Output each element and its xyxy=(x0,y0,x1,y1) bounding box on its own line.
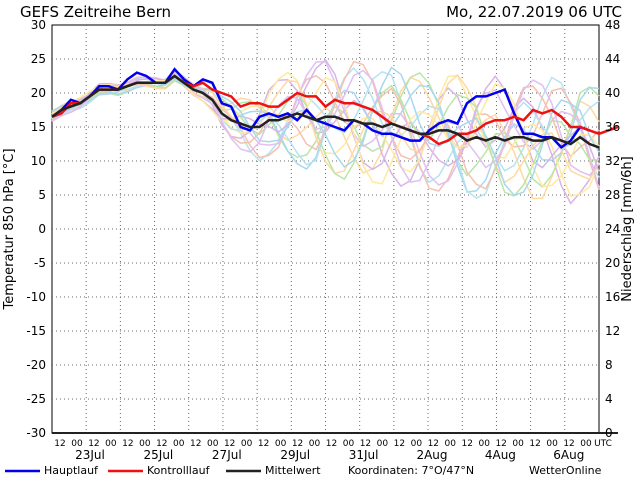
x-hour-label: 12 xyxy=(563,439,574,449)
y-tick-label: 10 xyxy=(31,154,46,168)
y-tick-label: -30 xyxy=(26,426,46,440)
y-tick-label: -25 xyxy=(26,392,46,406)
x-hour-label: 00 xyxy=(580,439,592,449)
highlight-series xyxy=(51,67,619,434)
x-date-label: 23Jul xyxy=(75,448,105,462)
x-hour-label: 00 xyxy=(478,439,490,449)
axis-labels: 302520151050-5-10-15-20-25-3048444036322… xyxy=(26,18,620,462)
y-tick-label: -15 xyxy=(26,324,46,338)
y-tick-label: 15 xyxy=(31,120,46,134)
x-hour-label: 12 xyxy=(190,439,201,449)
y-tick-label: -5 xyxy=(34,256,46,270)
x-date-label: 27Jul xyxy=(212,448,242,462)
legend: Hauptlauf Kontrolllauf Mittelwert Koordi… xyxy=(5,464,602,477)
x-hour-label: 00 xyxy=(411,439,423,449)
x-hour-label: 00 xyxy=(377,439,389,449)
x-hour-label: 00 xyxy=(105,439,117,449)
y-tick-label: -10 xyxy=(26,290,46,304)
x-hour-label: 00 xyxy=(546,439,558,449)
x-hour-label: 00 xyxy=(512,439,524,449)
y-axis-label: Temperatur 850 hPa [°C] xyxy=(2,148,17,310)
x-hour-label: 12 xyxy=(529,439,540,449)
x-date-label: 2Aug xyxy=(416,448,447,462)
x-hour-label: UTC xyxy=(594,439,612,449)
x-hour-label: 12 xyxy=(462,439,473,449)
y2-axis-label: Niederschlag [mm/6h] xyxy=(620,156,635,301)
ensemble-temp-line xyxy=(51,61,600,188)
x-hour-label: 00 xyxy=(445,439,457,449)
legend-kontrolllauf-label: Kontrolllauf xyxy=(147,464,211,477)
plot-grid xyxy=(52,25,599,433)
y-tick-label: 25 xyxy=(31,52,46,66)
y2-tick-label: 12 xyxy=(605,324,620,338)
y-tick-label: -20 xyxy=(26,358,46,372)
y2-tick-label: 4 xyxy=(605,392,613,406)
y2-tick-label: 32 xyxy=(605,154,620,168)
y-tick-label: 5 xyxy=(38,188,46,202)
x-hour-label: 12 xyxy=(495,439,506,449)
y2-tick-label: 36 xyxy=(605,120,620,134)
x-hour-label: 12 xyxy=(326,439,337,449)
legend-mittelwert-label: Mittelwert xyxy=(265,464,321,477)
x-hour-label: 12 xyxy=(156,439,167,449)
y2-tick-label: 8 xyxy=(605,358,613,372)
x-hour-label: 00 xyxy=(207,439,219,449)
y2-tick-label: 28 xyxy=(605,188,620,202)
x-hour-label: 12 xyxy=(88,439,99,449)
x-hour-label: 12 xyxy=(360,439,371,449)
x-date-label: 29Jul xyxy=(280,448,310,462)
temp-line-hauptlauf xyxy=(51,67,591,150)
x-hour-label: 00 xyxy=(309,439,321,449)
x-date-label: 31Jul xyxy=(349,448,379,462)
x-hour-label: 12 xyxy=(394,439,405,449)
x-hour-label: 12 xyxy=(122,439,133,449)
brand-logo: WetterOnline xyxy=(529,464,602,477)
legend-hauptlauf-label: Hauptlauf xyxy=(44,464,99,477)
x-hour-label: 12 xyxy=(428,439,439,449)
x-hour-label: 00 xyxy=(71,439,83,449)
x-hour-label: 00 xyxy=(343,439,355,449)
y2-tick-label: 48 xyxy=(605,18,620,32)
x-date-label: 6Aug xyxy=(553,448,584,462)
y-tick-label: 30 xyxy=(31,18,46,32)
y2-tick-label: 24 xyxy=(605,222,620,236)
y-tick-label: 20 xyxy=(31,86,46,100)
y2-tick-label: 16 xyxy=(605,290,620,304)
coordinates: Koordinaten: 7°O/47°N xyxy=(348,464,474,477)
run-time: Mo, 22.07.2019 06 UTC xyxy=(446,3,622,21)
x-date-label: 4Aug xyxy=(485,448,516,462)
x-hour-label: 12 xyxy=(224,439,235,449)
x-hour-label: 00 xyxy=(173,439,185,449)
x-hour-label: 00 xyxy=(241,439,253,449)
x-date-label: 25Jul xyxy=(144,448,174,462)
y2-tick-label: 44 xyxy=(605,52,620,66)
y-tick-label: 0 xyxy=(38,222,46,236)
y2-tick-label: 20 xyxy=(605,256,620,270)
temp-line-mittelwert xyxy=(51,74,600,149)
y2-tick-label: 0 xyxy=(605,426,613,440)
x-hour-label: 12 xyxy=(258,439,269,449)
x-hour-label: 12 xyxy=(54,439,65,449)
ensemble-temp-line xyxy=(51,75,600,205)
y2-tick-label: 40 xyxy=(605,86,620,100)
ensemble-temp-line xyxy=(51,66,600,199)
x-hour-label: 00 xyxy=(275,439,287,449)
x-hour-label: 00 xyxy=(139,439,151,449)
chart-title: GEFS Zeitreihe Bern xyxy=(20,3,171,21)
x-hour-label: 12 xyxy=(292,439,303,449)
